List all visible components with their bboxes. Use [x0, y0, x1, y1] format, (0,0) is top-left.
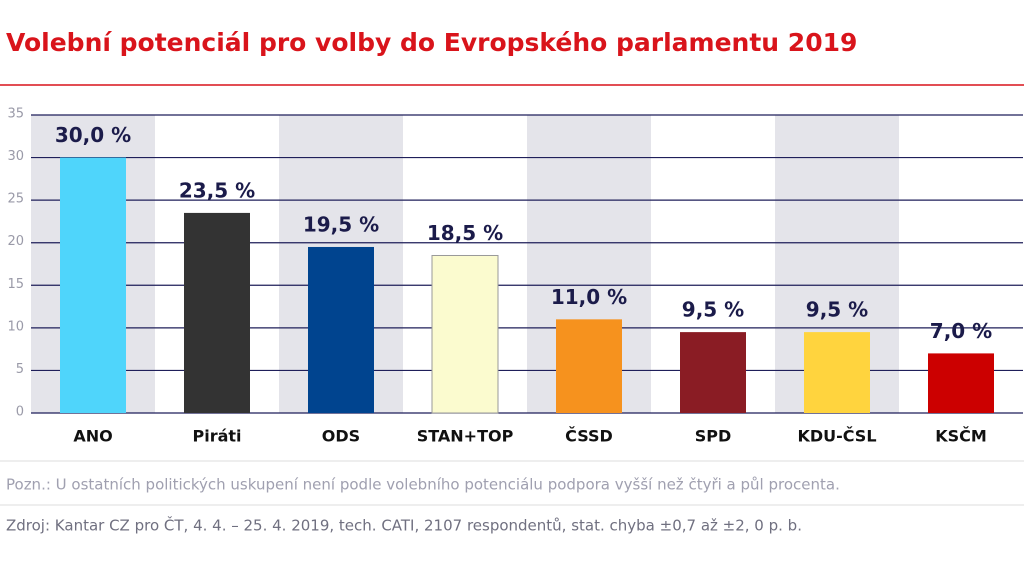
bar: [308, 246, 374, 413]
y-tick-label: 30: [7, 149, 24, 164]
y-tick-label: 15: [7, 277, 24, 292]
value-label: 19,5 %: [303, 212, 379, 236]
value-label: 9,5 %: [806, 298, 868, 322]
y-tick-label: 10: [7, 319, 24, 334]
chart-title: Volební potenciál pro volby do Evropskéh…: [6, 28, 857, 57]
x-tick-label: Piráti: [192, 427, 241, 446]
value-label: 30,0 %: [55, 123, 131, 147]
y-tick-label: 0: [16, 405, 24, 420]
x-tick-label: KDU-ČSL: [797, 427, 876, 446]
bar: [60, 157, 126, 413]
x-tick-label: STAN+TOP: [417, 427, 514, 446]
value-label: 23,5 %: [179, 178, 255, 202]
bar: [556, 319, 622, 413]
x-tick-label: SPD: [695, 427, 732, 446]
x-tick-label: ČSSD: [565, 427, 613, 446]
value-label: 7,0 %: [930, 319, 992, 343]
y-tick-label: 25: [7, 192, 24, 207]
x-tick-label: ANO: [73, 427, 112, 446]
value-label: 9,5 %: [682, 298, 744, 322]
value-label: 18,5 %: [427, 221, 503, 245]
bar: [928, 353, 994, 413]
note: Pozn.: U ostatních politických uskupení …: [6, 476, 840, 494]
bar: [184, 212, 250, 413]
x-tick-label: ODS: [322, 427, 360, 446]
value-label: 11,0 %: [551, 285, 627, 309]
y-tick-label: 35: [7, 107, 24, 122]
bar: [431, 254, 499, 414]
bar: [680, 332, 746, 413]
bar: [804, 332, 870, 413]
x-tick-label: KSČM: [935, 427, 987, 446]
y-tick-label: 20: [7, 234, 24, 249]
y-tick-label: 5: [16, 362, 24, 377]
plot: 0 5 10 15 20 25 30 35 ANO 30,0 % Piráti 23,5 % ODS 19…: [7, 107, 1023, 446]
source: Zdroj: Kantar CZ pro ČT, 4. 4. – 25. 4. …: [6, 516, 802, 535]
